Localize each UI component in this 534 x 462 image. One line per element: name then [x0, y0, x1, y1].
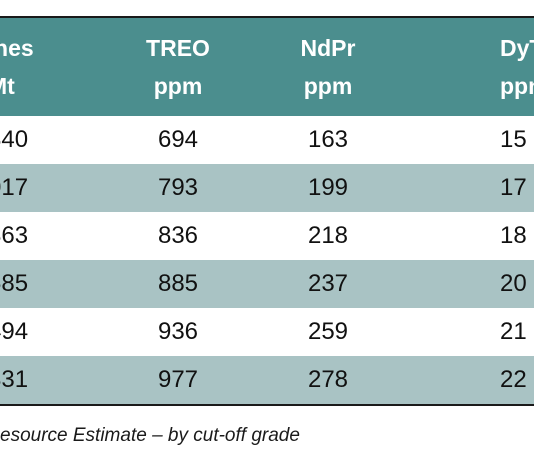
cell-ndpr: 163 [307, 126, 349, 153]
cell-dyt: 17 [500, 174, 527, 201]
cell-ndpr: 237 [307, 270, 349, 297]
table-caption: esource Estimate – by cut-off grade [0, 425, 300, 446]
cell-ndpr: 218 [307, 222, 349, 249]
cell-treo: 885 [157, 270, 199, 297]
cell-tonnes: 017 [0, 174, 29, 201]
cell-treo: 694 [157, 126, 199, 153]
cell-dyt: 22 [500, 366, 527, 393]
header-dyt-unit: ppn [500, 73, 534, 99]
cell-tonnes: 340 [0, 126, 29, 153]
table-row: 685 885 237 20 [0, 260, 534, 308]
cell-dyt: 18 [500, 222, 527, 249]
cell-treo: 936 [157, 318, 199, 345]
header-ndpr: NdPr ppm [238, 18, 418, 116]
table-row: 017 793 199 17 [0, 164, 534, 212]
cell-treo: 836 [157, 222, 199, 249]
data-table: nnes Mt TREO ppm NdPr ppm DyT ppn [0, 18, 534, 404]
cell-dyt: 20 [500, 270, 527, 297]
header-tonnes-unit: Mt [0, 73, 15, 99]
header-treo: TREO ppm [118, 18, 238, 116]
cell-ndpr: 259 [307, 318, 349, 345]
cell-ndpr: 199 [307, 174, 349, 201]
cell-tonnes: 831 [0, 366, 29, 393]
cell-treo: 977 [157, 366, 199, 393]
header-ndpr-title: NdPr [300, 35, 356, 61]
cell-tonnes: 494 [0, 318, 29, 345]
header-treo-unit: ppm [153, 73, 203, 99]
cell-dyt: 15 [500, 126, 527, 153]
table-row: 863 836 218 18 [0, 212, 534, 260]
header-tonnes: nnes Mt [0, 18, 118, 116]
header-treo-title: TREO [146, 35, 210, 61]
header-dyt-title: DyT [500, 35, 534, 61]
table-row: 340 694 163 15 [0, 116, 534, 164]
cell-ndpr: 278 [307, 366, 349, 393]
cell-tonnes: 863 [0, 222, 29, 249]
cell-treo: 793 [157, 174, 199, 201]
cell-dyt: 21 [500, 318, 527, 345]
table-header: nnes Mt TREO ppm NdPr ppm DyT ppn [0, 18, 534, 116]
table-row: 831 977 278 22 [0, 356, 534, 404]
table-row: 494 936 259 21 [0, 308, 534, 356]
header-dyt: DyT ppn [418, 18, 534, 116]
header-row: nnes Mt TREO ppm NdPr ppm DyT ppn [0, 18, 534, 116]
resource-table: nnes Mt TREO ppm NdPr ppm DyT ppn [0, 16, 534, 406]
table-body: 340 694 163 15 017 793 199 17 863 836 21… [0, 116, 534, 404]
cell-tonnes: 685 [0, 270, 29, 297]
header-ndpr-unit: ppm [303, 73, 353, 99]
header-tonnes-title: nnes [0, 35, 34, 61]
